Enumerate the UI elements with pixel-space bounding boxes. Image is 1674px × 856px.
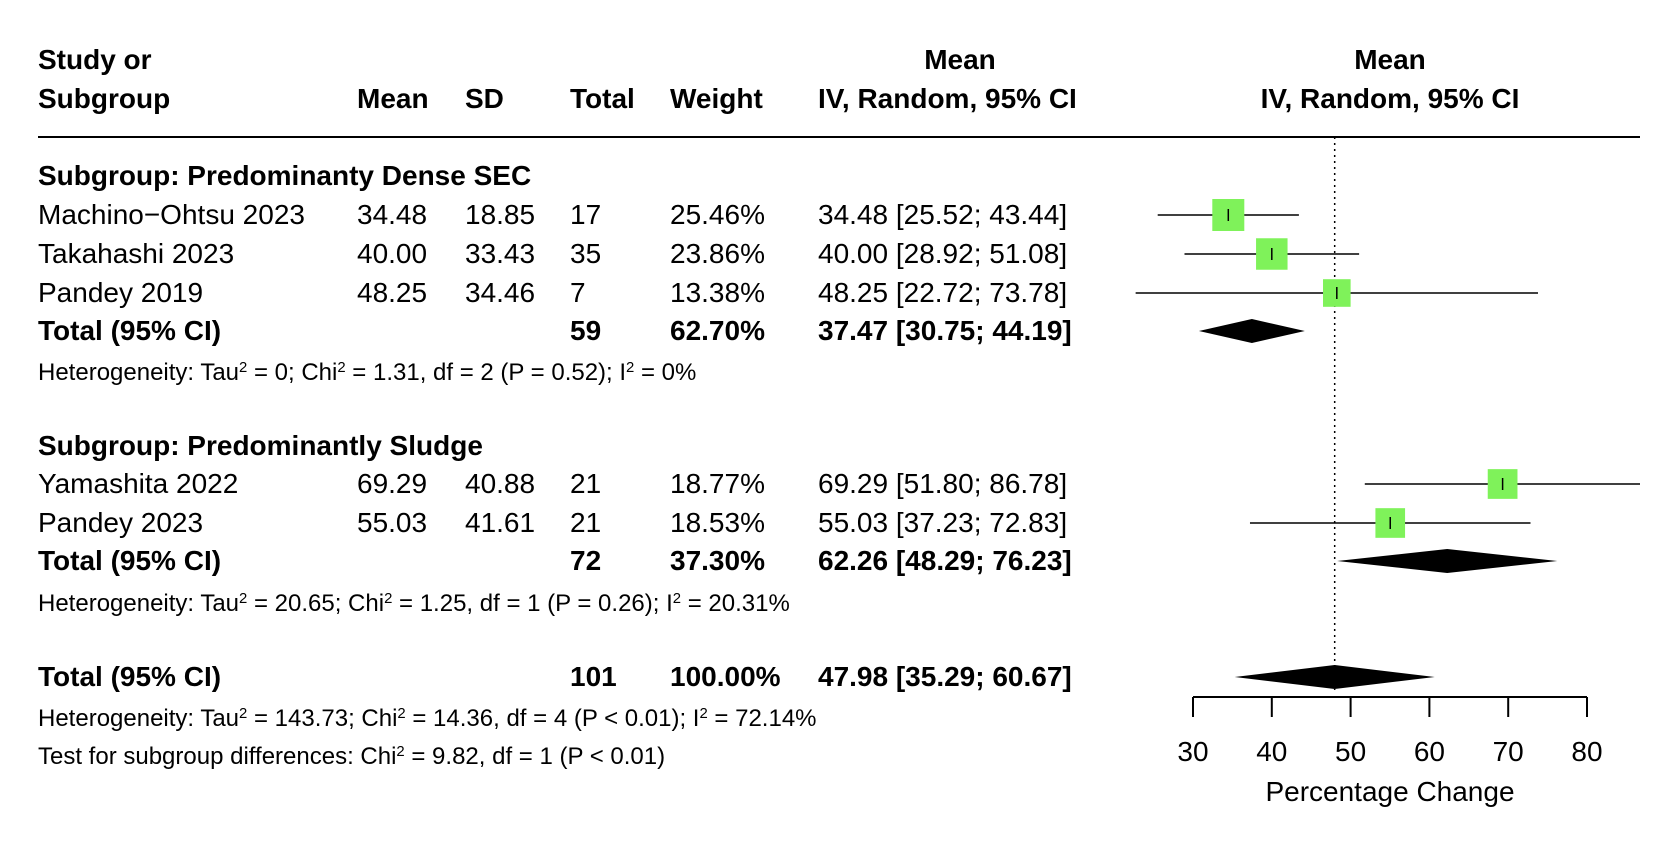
header-sd: SD: [465, 83, 504, 114]
study-total: 21: [570, 468, 602, 499]
total-weight: 37.30%: [670, 545, 765, 576]
total-label: Total (95% CI): [38, 545, 222, 576]
study-mean: 69.29: [357, 468, 428, 499]
study-weight: 13.38%: [670, 277, 765, 308]
x-tick-label: 70: [1493, 736, 1524, 767]
total-weight: 100.00%: [670, 661, 781, 692]
study-sd: 40.88: [465, 468, 536, 499]
study-total: 7: [570, 277, 586, 308]
x-tick-label: 50: [1335, 736, 1366, 767]
total-n: 59: [570, 315, 602, 346]
study-name: Machino−Ohtsu 2023: [38, 199, 305, 230]
study-mean: 48.25: [357, 277, 428, 308]
study-name: Pandey 2023: [38, 507, 204, 538]
header-effect-line1: Mean: [924, 44, 996, 75]
subgroup-title: Subgroup: Predominanty Dense SEC: [38, 160, 532, 191]
subgroup-title: Subgroup: Predominantly Sludge: [38, 430, 483, 461]
study-weight: 23.86%: [670, 238, 765, 269]
header-study-line1: Study or: [38, 44, 152, 75]
study-ci: 40.00 [28.92; 51.08]: [818, 238, 1068, 269]
study-sd: 33.43: [465, 238, 536, 269]
x-tick-label: 80: [1571, 736, 1602, 767]
study-total: 35: [570, 238, 602, 269]
subgroup-difference-test: Test for subgroup differences: Chi2 = 9.…: [38, 743, 666, 770]
study-total: 17: [570, 199, 602, 230]
header-weight: Weight: [670, 83, 763, 114]
study-mean: 34.48: [357, 199, 428, 230]
study-name: Pandey 2019: [38, 277, 204, 308]
study-ci: 34.48 [25.52; 43.44]: [818, 199, 1068, 230]
study-sd: 41.61: [465, 507, 536, 538]
header-effect-line2: IV, Random, 95% CI: [818, 83, 1077, 114]
heterogeneity-text: Heterogeneity: Tau2 = 143.73; Chi2 = 14.…: [38, 705, 817, 732]
study-total: 21: [570, 507, 602, 538]
x-tick-label: 30: [1177, 736, 1208, 767]
study-weight: 18.53%: [670, 507, 765, 538]
total-ci: 37.47 [30.75; 44.19]: [818, 315, 1072, 346]
header-mean: Mean: [357, 83, 429, 114]
study-sd: 18.85: [465, 199, 536, 230]
x-tick-label: 60: [1414, 736, 1445, 767]
total-n: 101: [570, 661, 617, 692]
pooled-diamond: [1337, 549, 1558, 573]
pooled-diamond: [1234, 665, 1435, 689]
header-total: Total: [570, 83, 635, 114]
study-mean: 55.03: [357, 507, 428, 538]
study-weight: 18.77%: [670, 468, 765, 499]
header-plot-line2: IV, Random, 95% CI: [1260, 83, 1520, 114]
pooled-diamond: [1198, 319, 1305, 343]
study-mean: 40.00: [357, 238, 428, 269]
study-sd: 34.46: [465, 277, 536, 308]
total-ci: 62.26 [48.29; 76.23]: [818, 545, 1072, 576]
heterogeneity-text: Heterogeneity: Tau2 = 20.65; Chi2 = 1.25…: [38, 590, 790, 617]
header-plot-line1: Mean: [1354, 44, 1426, 75]
x-tick-label: 40: [1256, 736, 1287, 767]
total-label: Total (95% CI): [38, 661, 222, 692]
x-axis-label: Percentage Change: [1265, 776, 1514, 807]
heterogeneity-text: Heterogeneity: Tau2 = 0; Chi2 = 1.31, df…: [38, 359, 697, 386]
study-ci: 69.29 [51.80; 86.78]: [818, 468, 1068, 499]
study-weight: 25.46%: [670, 199, 765, 230]
study-ci: 48.25 [22.72; 73.78]: [818, 277, 1068, 308]
study-name: Takahashi 2023: [38, 238, 235, 269]
total-ci: 47.98 [35.29; 60.67]: [818, 661, 1072, 692]
total-weight: 62.70%: [670, 315, 765, 346]
header-study-line2: Subgroup: [38, 83, 171, 114]
study-ci: 55.03 [37.23; 72.83]: [818, 507, 1068, 538]
total-n: 72: [570, 545, 602, 576]
total-label: Total (95% CI): [38, 315, 222, 346]
study-name: Yamashita 2022: [38, 468, 239, 499]
